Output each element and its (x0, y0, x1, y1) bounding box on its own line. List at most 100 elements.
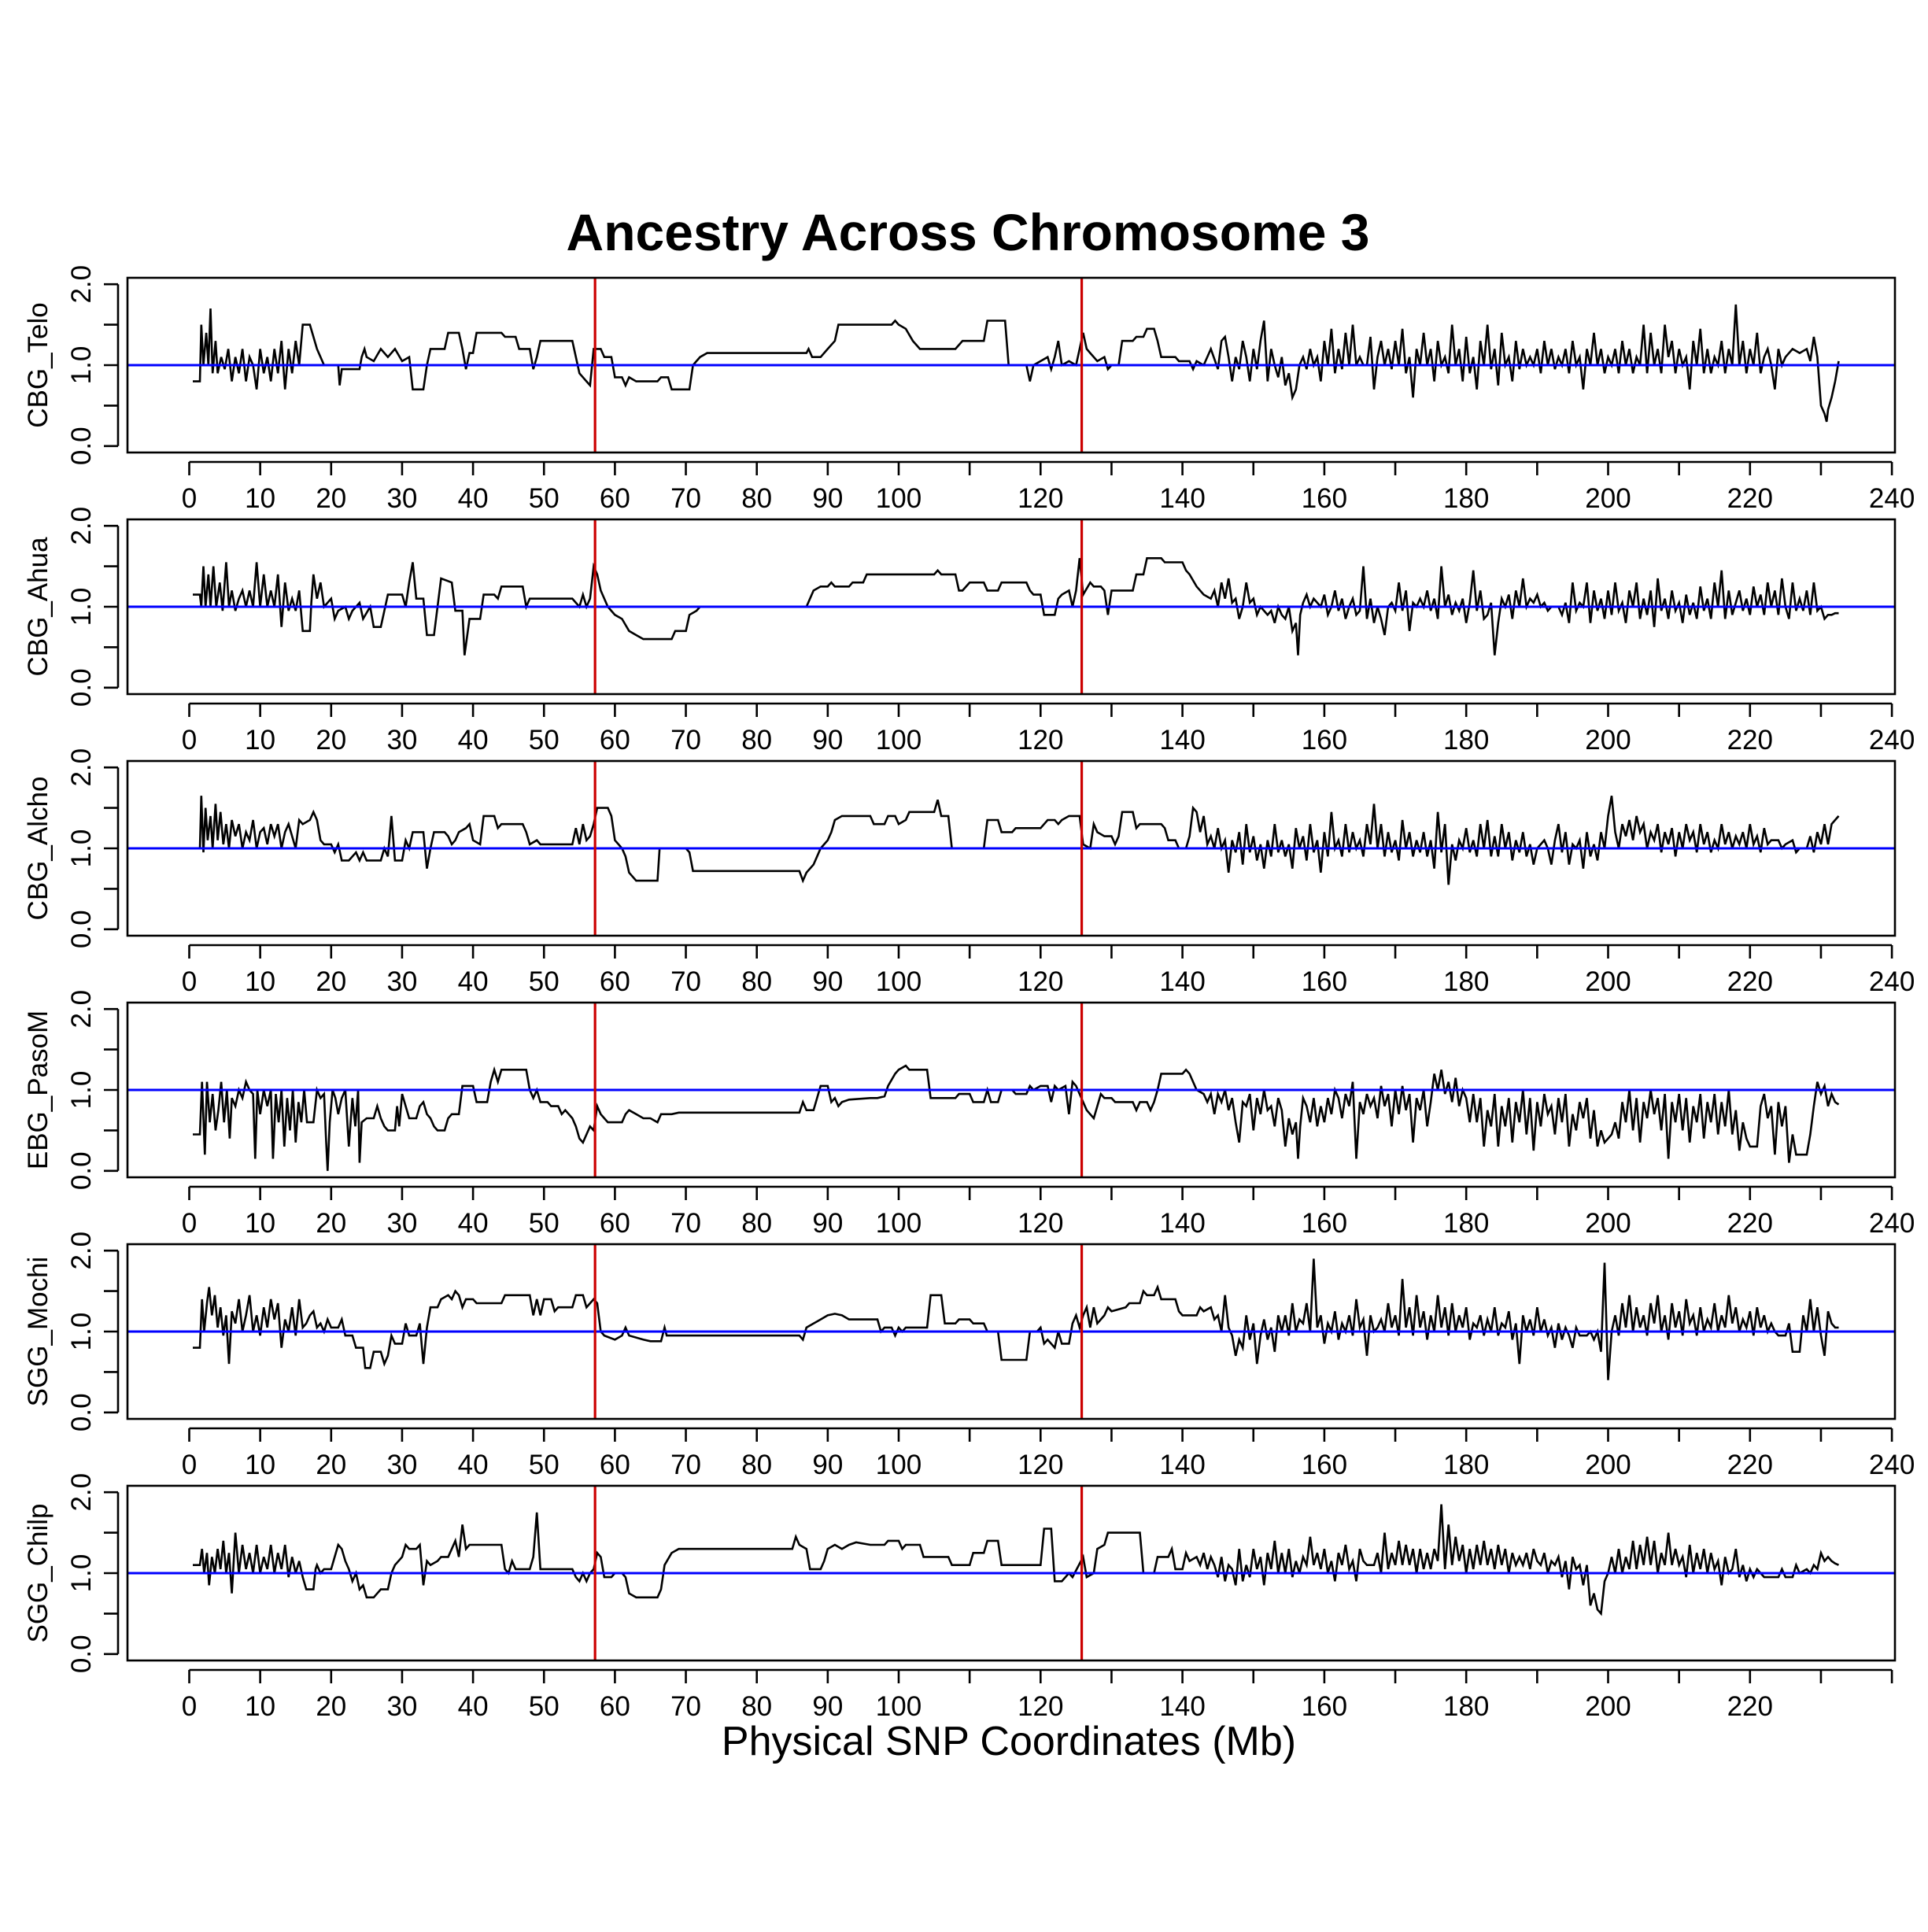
y-tick-label: 0.0 (66, 1393, 97, 1431)
ancestry-line (193, 304, 1840, 423)
x-tick-label: 120 (1018, 1208, 1063, 1239)
panel-frame (126, 518, 1897, 696)
x-tick-label: 60 (600, 1208, 630, 1239)
panel-frame (126, 1484, 1897, 1662)
ancestry-line (193, 1258, 1839, 1380)
x-tick-label: 60 (600, 966, 630, 997)
x-tick-label: 20 (316, 1450, 346, 1480)
x-tick-label: 30 (386, 1691, 417, 1722)
x-tick-label: 30 (386, 483, 417, 514)
x-tick-label: 200 (1585, 1450, 1631, 1480)
x-tick-label: 20 (316, 1208, 346, 1239)
x-tick-label: 60 (600, 1691, 630, 1722)
y-tick-label: 0.0 (66, 427, 97, 465)
x-tick-label: 200 (1585, 966, 1631, 997)
x-tick-label: 100 (876, 1691, 922, 1722)
x-tick-label: 20 (316, 725, 346, 755)
x-tick-label: 80 (741, 725, 772, 755)
x-tick-label: 70 (670, 966, 701, 997)
y-tick-label: 1.0 (66, 1554, 97, 1593)
x-tick-label: 180 (1443, 483, 1489, 514)
x-tick-label: 50 (529, 1691, 560, 1722)
x-tick-label: 70 (670, 725, 701, 755)
x-tick-label: 180 (1443, 966, 1489, 997)
x-tick-label: 180 (1443, 1691, 1489, 1722)
x-tick-label: 200 (1585, 725, 1631, 755)
x-tick-label: 40 (458, 1450, 489, 1480)
ancestry-line (198, 795, 1840, 885)
x-tick-label: 20 (316, 1691, 346, 1722)
panel-ylabel: CBG_Alcho (23, 777, 54, 921)
x-tick-label: 80 (741, 1691, 772, 1722)
x-tick-label: 180 (1443, 1450, 1489, 1480)
x-tick-label: 30 (386, 966, 417, 997)
x-tick-label: 50 (529, 725, 560, 755)
x-tick-label: 80 (741, 966, 772, 997)
x-tick-label: 160 (1302, 483, 1347, 514)
x-tick-label: 30 (386, 1208, 417, 1239)
x-tick-label: 80 (741, 1450, 772, 1480)
x-tick-label: 90 (812, 1208, 843, 1239)
x-tick-label: 160 (1302, 725, 1347, 755)
x-tick-label: 140 (1159, 1208, 1205, 1239)
x-tick-label: 0 (182, 1208, 197, 1239)
x-tick-label: 70 (670, 483, 701, 514)
x-tick-label: 0 (182, 725, 197, 755)
x-tick-label: 0 (182, 966, 197, 997)
x-tick-label: 100 (876, 725, 922, 755)
chart-title: Ancestry Across Chromosome 3 (567, 203, 1370, 261)
x-tick-label: 60 (600, 1450, 630, 1480)
x-tick-label: 220 (1727, 483, 1773, 514)
ancestry-line (193, 1504, 1840, 1616)
panel-frame (126, 1243, 1897, 1420)
x-tick-label: 160 (1302, 966, 1347, 997)
panel-2: 0.0 1.0 2.0 CBG_Ahua 0 10 20 30 40 50 60 70 80 90 100 1… (23, 507, 1915, 755)
y-tick-label: 0.0 (66, 1151, 97, 1190)
x-tick-label: 100 (876, 966, 922, 997)
x-axis-title: Physical SNP Coordinates (Mb) (722, 1719, 1296, 1764)
x-tick-label: 140 (1159, 1691, 1205, 1722)
panel-frame (126, 276, 1897, 454)
x-tick-label: 240 (1869, 1450, 1915, 1480)
x-tick-label: 220 (1727, 966, 1773, 997)
x-tick-label: 240 (1869, 483, 1915, 514)
x-tick-label: 70 (670, 1208, 701, 1239)
x-tick-label: 50 (529, 483, 560, 514)
x-tick-label: 120 (1018, 483, 1063, 514)
x-tick-label: 80 (741, 483, 772, 514)
x-tick-label: 0 (182, 483, 197, 514)
x-tick-label: 10 (245, 725, 275, 755)
y-tick-label: 0.0 (66, 1635, 97, 1673)
x-tick-label: 90 (812, 483, 843, 514)
x-tick-label: 20 (316, 966, 346, 997)
panel-ylabel: EBG_PasoM (23, 1010, 54, 1169)
x-tick-label: 200 (1585, 1691, 1631, 1722)
x-tick-label: 220 (1727, 725, 1773, 755)
x-tick-label: 220 (1727, 1450, 1773, 1480)
x-tick-label: 90 (812, 966, 843, 997)
x-tick-label: 40 (458, 1208, 489, 1239)
panel-frame (126, 759, 1897, 937)
y-tick-label: 1.0 (66, 829, 97, 868)
ancestry-line (193, 1064, 1840, 1171)
x-tick-label: 60 (600, 725, 630, 755)
y-tick-label: 1.0 (66, 346, 97, 385)
x-tick-label: 40 (458, 966, 489, 997)
panel-4: 0.0 1.0 2.0 EBG_PasoM 0 10 20 30 40 50 60 70 80 90 100… (23, 990, 1915, 1239)
x-tick-label: 240 (1869, 966, 1915, 997)
x-tick-label: 140 (1159, 483, 1205, 514)
x-tick-label: 40 (458, 1691, 489, 1722)
panel-ylabel: CBG_Telo (23, 302, 54, 428)
y-tick-label: 2.0 (66, 265, 97, 304)
y-tick-label: 1.0 (66, 588, 97, 626)
x-tick-label: 50 (529, 1208, 560, 1239)
x-tick-label: 100 (876, 483, 922, 514)
y-tick-label: 2.0 (66, 507, 97, 545)
panel-ylabel: SGG_Chilp (23, 1503, 54, 1642)
y-tick-label: 2.0 (66, 1232, 97, 1270)
panel-ylabel: SGG_Mochi (23, 1257, 54, 1407)
panel-3: 0.0 1.0 2.0 CBG_Alcho 0 10 20 30 40 50 60 70 80 90 100… (23, 748, 1915, 997)
x-tick-label: 10 (245, 1450, 275, 1480)
